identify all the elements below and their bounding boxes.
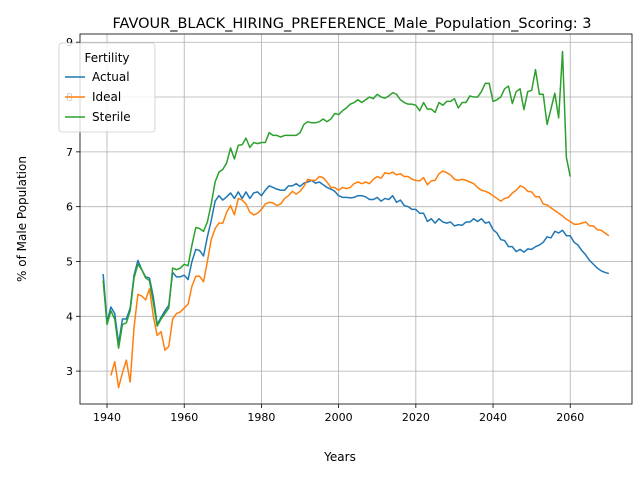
chart-title: FAVOUR_BLACK_HIRING_PREFERENCE_Male_Popu…	[112, 16, 591, 32]
y-tick-label: 7	[66, 146, 73, 159]
legend-label-actual: Actual	[92, 70, 130, 84]
x-tick-label: 1960	[170, 411, 198, 424]
x-axis-label: Years	[323, 450, 356, 464]
y-tick-label: 6	[66, 201, 73, 214]
y-axis-label: % of Male Population	[15, 156, 29, 282]
legend-label-ideal: Ideal	[92, 90, 121, 104]
x-tick-label: 2020	[402, 411, 430, 424]
x-tick-label: 1940	[93, 411, 121, 424]
y-tick-label: 5	[66, 255, 73, 268]
x-tick-label: 2040	[479, 411, 507, 424]
y-tick-label: 4	[66, 310, 73, 323]
legend-title: Fertility	[84, 51, 129, 65]
legend-label-sterile: Sterile	[92, 110, 131, 124]
y-tick-label: 3	[66, 365, 73, 378]
legend: Fertility Actual Ideal Sterile	[59, 43, 155, 132]
x-tick-label: 2060	[556, 411, 584, 424]
x-tick-label: 2000	[325, 411, 353, 424]
x-tick-label: 1980	[247, 411, 275, 424]
